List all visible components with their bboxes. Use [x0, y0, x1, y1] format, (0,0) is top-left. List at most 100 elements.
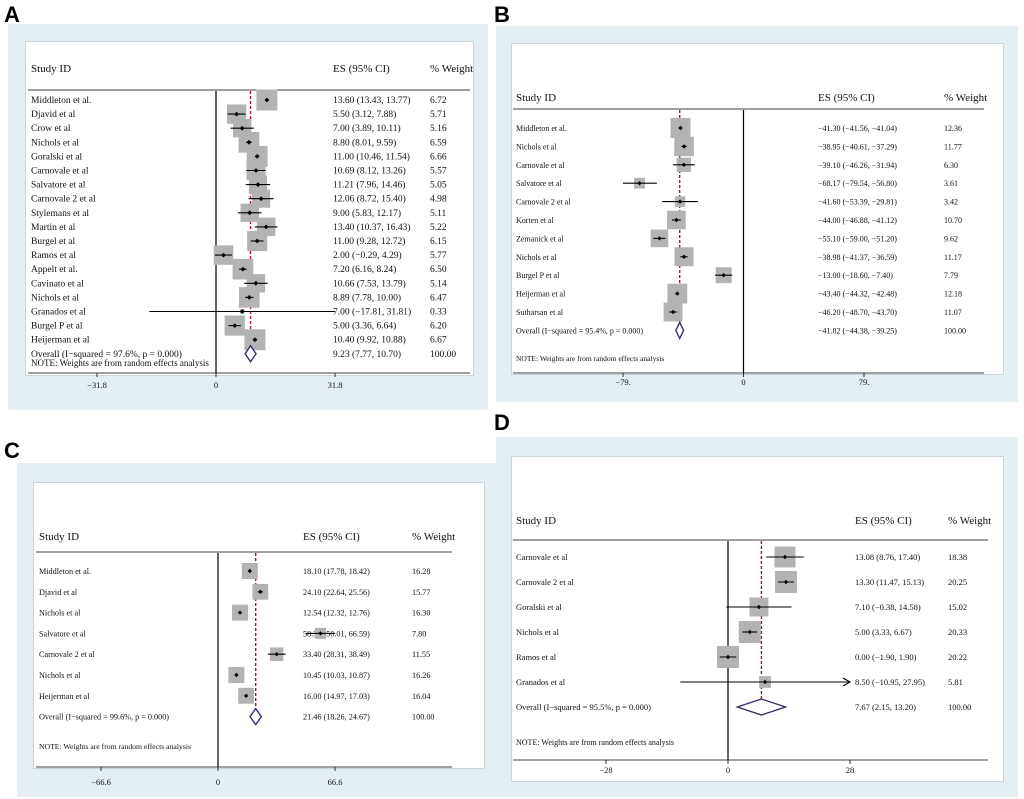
study-name: Carnovale 2 et al [31, 195, 96, 205]
study-weight: 15.02 [948, 602, 967, 612]
point-estimate [681, 254, 687, 259]
header-es-ci: ES (95% CI) [818, 92, 875, 104]
study-name: Goralski et al [31, 152, 83, 162]
study-es-ci: 18.10 (17.78, 18.42) [303, 567, 370, 576]
x-tick-label: −66.6 [91, 777, 111, 787]
header-study-id: Study ID [39, 531, 79, 543]
study-es-ci: 11.00 (9.28, 12.72) [333, 236, 405, 247]
study-weight: 6.66 [430, 152, 447, 162]
point-estimate [258, 196, 264, 202]
overall-weight: 100.00 [412, 713, 435, 722]
point-estimate [232, 323, 238, 328]
weights-note: NOTE: Weights are from random effects an… [31, 358, 209, 368]
study-weight: 5.71 [430, 110, 447, 120]
overall-diamond [249, 707, 263, 726]
study-name: Nichols et al [39, 609, 81, 618]
study-weight: 20.33 [948, 627, 967, 637]
study-weight: 3.61 [944, 179, 958, 188]
header-es-ci: ES (95% CI) [333, 63, 390, 75]
study-es-ci: −43.40 (−44.32, −42.48) [818, 290, 897, 299]
study-name: Crow et al [31, 124, 71, 134]
point-estimate [254, 154, 260, 159]
point-estimate [670, 309, 676, 315]
x-tick-label: 66.6 [328, 777, 343, 787]
point-estimate [258, 589, 263, 594]
study-name: Heijerman et al [516, 290, 566, 299]
point-estimate [677, 199, 683, 204]
point-estimate [678, 125, 683, 131]
overall-diamond [735, 698, 788, 716]
weights-note: NOTE: Weights are from random effects an… [39, 742, 191, 751]
study-weight: 0.33 [430, 308, 447, 318]
study-es-ci: −39.10 (−46.26, −31.94) [818, 161, 897, 170]
study-name: Zemanick et al [516, 234, 564, 243]
point-estimate [783, 579, 789, 585]
study-weight: 6.30 [944, 161, 958, 170]
overall-weight: 100.00 [430, 350, 456, 360]
overall-diamond [244, 344, 257, 364]
study-es-ci: 10.66 (7.53, 13.79) [333, 278, 406, 289]
study-es-ci: 8.80 (8.01, 9.59) [333, 137, 396, 148]
study-name: Heijerman et al [31, 336, 90, 346]
study-weight: 5.57 [430, 167, 447, 177]
study-weight: 10.70 [944, 216, 962, 225]
overall-es-ci: 7.67 (2.15, 13.20) [855, 702, 916, 712]
study-weight: 11.17 [944, 253, 962, 262]
study-es-ci: 10.40 (9.92, 10.88) [333, 335, 406, 346]
x-tick-label: −79. [615, 377, 630, 387]
study-es-ci: 2.00 (−0.29, 4.29) [333, 250, 402, 261]
overall-label: Overall (I−squared = 97.6%, p = 0.000) [31, 349, 182, 360]
study-es-ci: 16.00 (14.97, 17.03) [303, 692, 370, 701]
header-weight: % Weight [948, 515, 991, 527]
study-weight: 9.62 [944, 234, 958, 243]
study-name: Granados et al [516, 677, 566, 687]
point-estimate [681, 162, 687, 167]
study-weight: 4.98 [430, 195, 447, 205]
study-es-ci: 10.45 (10.03, 10.87) [303, 671, 370, 680]
point-estimate [253, 168, 259, 173]
point-estimate [234, 672, 239, 678]
point-estimate [657, 236, 662, 241]
study-name: Korten et al [516, 216, 555, 225]
study-es-ci: 7.10 (−0.38, 14.58) [855, 602, 921, 612]
study-name: Carnovale 2 et al [516, 198, 571, 207]
study-name: Heijerman et al [39, 692, 90, 701]
study-name: Stylemans et al [31, 209, 89, 219]
study-es-ci: 7.20 (6.16, 8.24) [333, 264, 396, 275]
study-es-ci: 11.21 (7.96, 14.46) [333, 180, 405, 191]
study-weight: 6.50 [430, 265, 447, 275]
weights-note: NOTE: Weights are from random effects an… [516, 354, 664, 363]
weights-note: NOTE: Weights are from random effects an… [516, 738, 674, 747]
study-es-ci: 58.30 (50.01, 66.59) [303, 629, 370, 638]
point-estimate [756, 604, 762, 610]
study-weight: 5.05 [430, 181, 447, 191]
x-tick-label: −31.8 [87, 380, 107, 390]
overall-label: Overall (I−squared = 95.5%, p = 0.000) [516, 702, 651, 712]
header-weight: % Weight [412, 531, 455, 543]
study-es-ci: 8.89 (7.78, 10.00) [333, 292, 401, 303]
header-es-ci: ES (95% CI) [303, 531, 360, 543]
point-estimate [675, 291, 680, 296]
study-name: Carnovale et al [516, 161, 565, 170]
study-name: Burgel P et al [31, 322, 83, 332]
study-es-ci: 7.00 (3.89, 10.11) [333, 123, 401, 134]
panel-b-plot-area [511, 43, 1004, 375]
study-name: Burgel P et al [516, 271, 560, 280]
overall-weight: 100.00 [944, 326, 966, 335]
point-estimate [252, 337, 258, 343]
point-estimate [240, 266, 246, 272]
point-estimate [782, 554, 788, 560]
study-es-ci: −41.30 (−41.56, −41.04) [818, 124, 897, 133]
study-name: Burgel et al [31, 237, 76, 247]
study-name: Salvatore et al [516, 179, 563, 188]
study-weight: 15.77 [412, 588, 430, 597]
x-tick-label: 79. [859, 377, 870, 387]
study-weight: 18.38 [948, 552, 967, 562]
study-es-ci: 12.54 (12.32, 12.76) [303, 609, 370, 618]
study-name: Nichols et al [31, 293, 79, 303]
study-weight: 5.81 [948, 677, 963, 687]
study-weight: 20.25 [948, 577, 967, 587]
overall-es-ci: 9.23 (7.77, 10.70) [333, 349, 401, 360]
x-tick-label: 31.8 [328, 380, 343, 390]
